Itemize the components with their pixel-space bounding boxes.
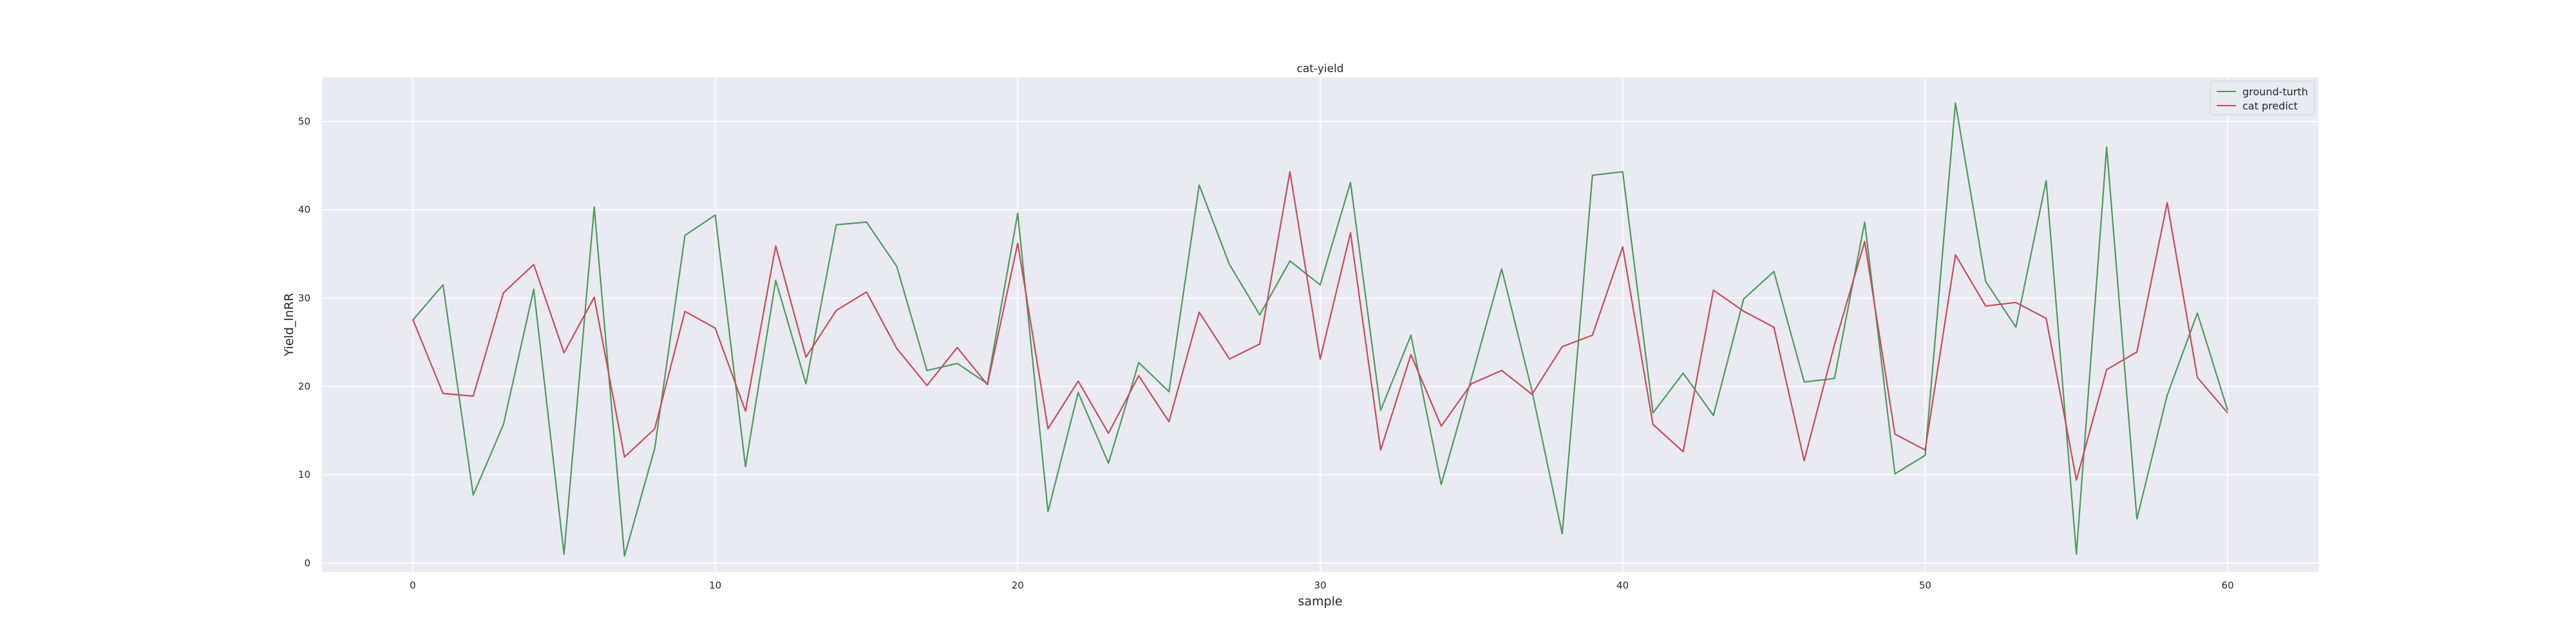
series-layer: [412, 102, 2229, 557]
y-axis-label: Yield_lnRR: [282, 293, 296, 357]
x-tick-label: 30: [1314, 580, 1326, 591]
series-line-ground-turth: [412, 102, 2229, 557]
x-tick-label: 20: [1012, 580, 1024, 591]
legend-box: [2210, 80, 2315, 115]
x-tick-label: 40: [1616, 580, 1629, 591]
chart-title: cat-yield: [1296, 62, 1343, 75]
x-axis-label: sample: [1298, 594, 1342, 609]
y-tick-label: 10: [298, 469, 310, 480]
legend-label-ground-turth: ground-turth: [2242, 86, 2308, 98]
tick-labels: 0 10 20 30 40 50 60 0 10 20 30 40 50: [298, 116, 2234, 591]
y-tick-label: 20: [298, 381, 310, 392]
series-line-cat-predict: [412, 171, 2228, 481]
grid-lines: [322, 77, 2318, 572]
x-tick-label: 10: [709, 580, 721, 591]
y-tick-label: 0: [304, 557, 310, 569]
y-tick-label: 30: [298, 292, 310, 304]
y-tick-label: 40: [298, 204, 310, 216]
x-tick-label: 0: [410, 580, 416, 591]
x-tick-label: 50: [1919, 580, 1931, 591]
legend: ground-turth cat predict: [2210, 80, 2315, 115]
x-tick-label: 60: [2222, 580, 2234, 591]
y-tick-label: 50: [298, 116, 310, 128]
legend-label-cat-predict: cat predict: [2242, 100, 2298, 112]
